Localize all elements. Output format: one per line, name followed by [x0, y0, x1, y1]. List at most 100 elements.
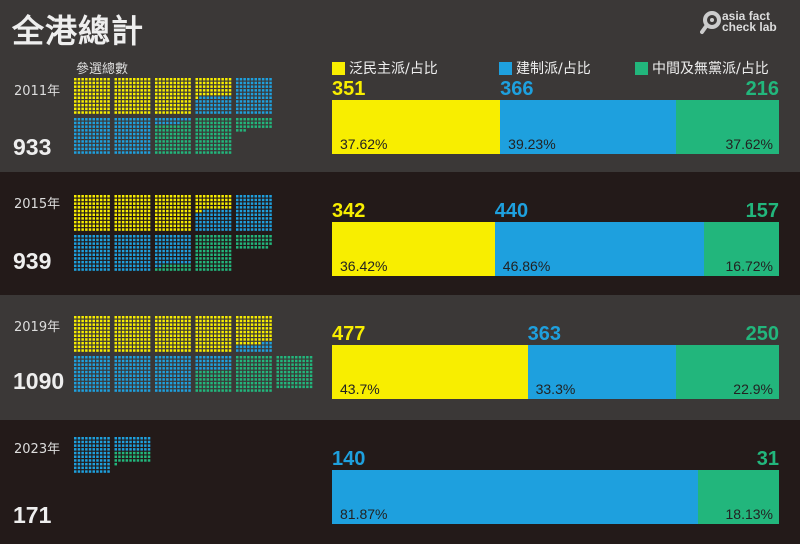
waffle-dot — [118, 220, 121, 224]
waffle-dot — [225, 151, 228, 154]
waffle-dot — [184, 242, 188, 245]
waffle-dot — [99, 140, 103, 143]
waffle-dot — [147, 367, 151, 370]
waffle-dot — [162, 323, 165, 326]
waffle-dot — [77, 268, 81, 271]
waffle-dot — [114, 220, 117, 224]
waffle-dot — [155, 341, 158, 345]
waffle-dot — [261, 125, 265, 128]
waffle-dot — [221, 220, 224, 224]
waffle-dot — [107, 378, 110, 381]
waffle-dot — [136, 338, 140, 341]
waffle-dot — [228, 359, 232, 363]
waffle-dot — [206, 85, 210, 88]
waffle-dot — [180, 249, 184, 253]
waffle-dot — [129, 253, 132, 256]
waffle-dot — [195, 118, 198, 121]
waffle-dot — [188, 78, 191, 81]
waffle-dot — [107, 363, 110, 366]
waffle-dot — [162, 125, 165, 128]
waffle-dot — [250, 242, 254, 245]
waffle-dot — [121, 129, 125, 132]
waffle-dot — [221, 125, 224, 128]
waffle-dot — [103, 151, 107, 154]
waffle-dot — [103, 235, 107, 238]
waffle-dot — [258, 238, 261, 242]
waffle-dot — [129, 235, 132, 238]
waffle-dot — [129, 345, 132, 349]
waffle-dot — [147, 323, 151, 326]
waffle-dot — [177, 92, 180, 96]
waffle-dot — [177, 121, 180, 125]
waffle-dot — [133, 129, 136, 132]
waffle-dot — [258, 206, 261, 209]
waffle-dot — [188, 224, 191, 228]
waffle-dot — [269, 92, 272, 96]
waffle-dot — [74, 209, 77, 213]
waffle-dot — [92, 85, 95, 88]
waffle-dot — [195, 136, 198, 139]
waffle-dot — [177, 323, 180, 326]
waffle-dot — [247, 107, 250, 111]
waffle-dot — [210, 268, 213, 271]
waffle-dot — [85, 125, 88, 128]
waffle-dot — [243, 228, 246, 231]
waffle-dot — [202, 253, 206, 256]
waffle-dot — [169, 253, 173, 256]
waffle-dot — [210, 220, 213, 224]
waffle-dot — [188, 89, 191, 92]
waffle-dot — [169, 103, 173, 107]
waffle-dot — [107, 319, 110, 323]
waffle-dot — [177, 381, 180, 385]
waffle-dot — [221, 242, 224, 245]
waffle-dot — [118, 228, 121, 231]
waffle-dot — [125, 451, 129, 455]
waffle-dot — [214, 136, 217, 139]
waffle-dot — [206, 323, 210, 326]
waffle-dot — [309, 374, 313, 377]
waffle-dot — [103, 268, 107, 271]
waffle-dot — [99, 330, 103, 334]
waffle-dot — [96, 121, 99, 125]
waffle-dot — [114, 129, 117, 132]
waffle-dot — [166, 132, 169, 136]
waffle-dot — [298, 385, 302, 389]
waffle-dot — [81, 224, 84, 228]
waffle-dot — [269, 370, 272, 374]
waffle-dot — [166, 111, 169, 114]
waffle-dot — [129, 334, 132, 337]
waffle-dot — [118, 323, 121, 326]
waffle-dot — [81, 341, 84, 345]
waffle-dot — [180, 147, 184, 151]
waffle-dot — [243, 323, 246, 326]
waffle-dot — [225, 147, 228, 151]
waffle-dot — [250, 213, 254, 216]
waffle-dot — [173, 389, 176, 392]
waffle-dot — [225, 143, 228, 147]
waffle-dot — [195, 220, 198, 224]
row-2019年: 2019年 1090 43.7% 33.3% 22.9% 477 363 250 — [0, 295, 800, 419]
waffle-dot — [188, 125, 191, 128]
waffle-dot — [173, 381, 176, 385]
waffle-dot — [96, 107, 99, 111]
waffle-dot — [99, 92, 103, 96]
waffle-dot — [188, 323, 191, 326]
waffle-dot — [107, 444, 110, 447]
waffle-dot — [228, 103, 232, 107]
waffle-dot — [140, 268, 143, 271]
waffle-dot — [250, 389, 254, 392]
waffle-dot — [81, 103, 84, 107]
waffle-dot — [184, 260, 188, 264]
waffle-dot — [129, 228, 132, 231]
waffle-dot — [155, 228, 158, 231]
waffle-dot — [140, 238, 143, 242]
waffle-dot — [92, 136, 95, 139]
waffle-dot — [125, 235, 129, 238]
waffle-dot — [173, 238, 176, 242]
waffle-dot — [199, 235, 202, 238]
waffle-dot — [306, 370, 309, 374]
waffle-dot — [166, 209, 169, 213]
waffle-dot — [147, 359, 151, 363]
waffle-dot — [107, 330, 110, 334]
row-2015年: 2015年 939 36.42% 46.86% 16.72% 342 440 157 — [0, 172, 800, 296]
